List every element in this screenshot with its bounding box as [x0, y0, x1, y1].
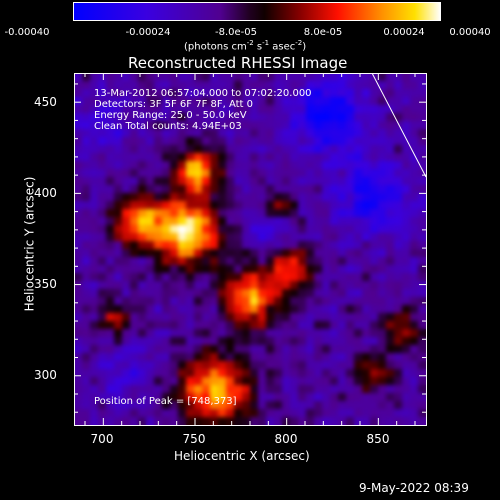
- x-tick-label: 850: [366, 432, 390, 446]
- colorbar-tick: -8.0e-05: [215, 27, 257, 38]
- x-axis-label: Heliocentric X (arcsec): [174, 449, 310, 463]
- annotation-detectors: Detectors: 3F 5F 6F 7F 8F, Att 0: [94, 99, 254, 110]
- y-axis-label: Heliocentric Y (arcsec): [22, 176, 37, 312]
- colorbar-tick: -0.00024: [125, 27, 171, 38]
- chart-title: Reconstructed RHESSI Image: [128, 54, 348, 72]
- limb-overlay: [371, 73, 426, 178]
- colorbar: [73, 2, 441, 21]
- x-tick-label: 800: [274, 432, 298, 446]
- y-tick-label: 300: [34, 368, 57, 382]
- colorbar-tick: 8.0e-05: [303, 27, 343, 38]
- annotation-energy: Energy Range: 25.0 - 50.0 keV: [94, 110, 247, 121]
- y-tick-label: 350: [34, 277, 57, 291]
- annotation-time: 13-Mar-2012 06:57:04.000 to 07:02:20.000: [94, 88, 312, 99]
- x-tick-label: 750: [182, 432, 206, 446]
- annotation-peak: Position of Peak = [748,373]: [94, 396, 237, 407]
- footer-date: 9-May-2022 08:39: [359, 481, 469, 495]
- y-tick-label: 400: [34, 186, 57, 200]
- colorbar-tick: -0.00040: [4, 27, 50, 38]
- y-tick-label: 450: [34, 95, 57, 109]
- annotation-clean: Clean Total counts: 4.94E+03: [94, 121, 242, 132]
- colorbar-ticks: -0.00040 -0.00024 -8.0e-05 8.0e-05 0.000…: [0, 27, 500, 41]
- colorbar-unit: (photons cm-2 s-1 asec-2): [184, 39, 307, 53]
- solar-limb-line: [371, 73, 426, 178]
- x-tick-label: 700: [90, 432, 114, 446]
- plot-area: 13-Mar-2012 06:57:04.000 to 07:02:20.000…: [74, 73, 426, 425]
- colorbar-tick: 0.00040: [449, 27, 491, 38]
- heatmap-image: [74, 73, 426, 425]
- colorbar-tick: 0.00024: [383, 27, 425, 38]
